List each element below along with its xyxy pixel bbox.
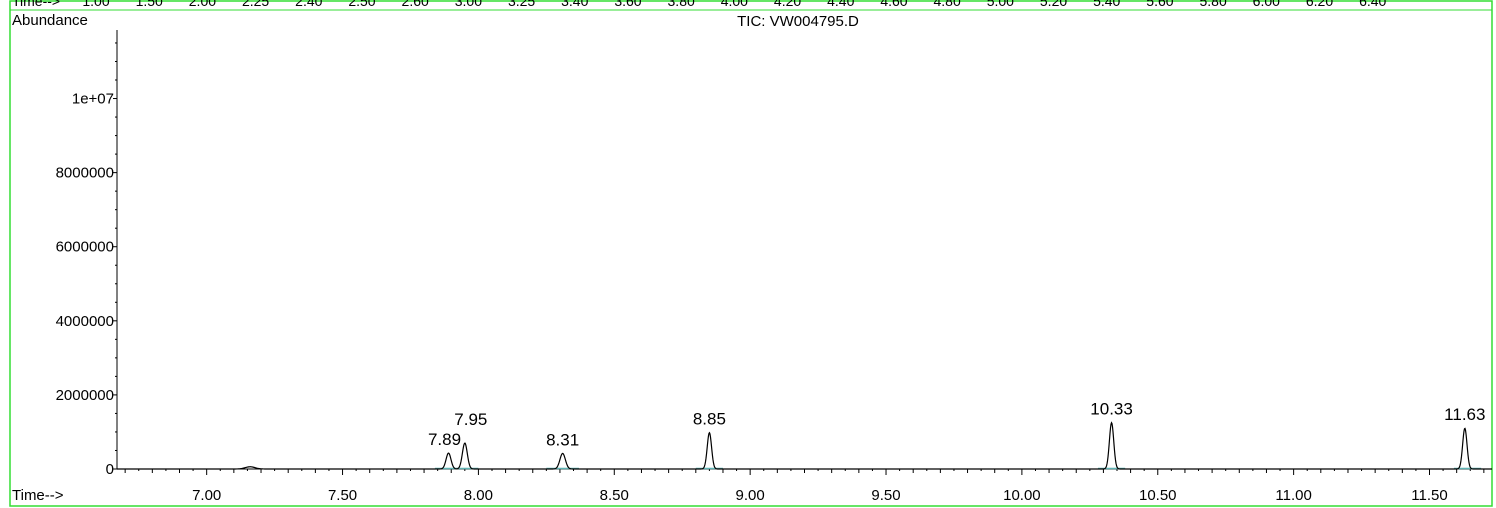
axes	[116, 30, 1492, 470]
top-strip-tick-label: 5.40	[1093, 0, 1120, 9]
peak-label: 7.89	[428, 430, 461, 449]
top-strip-tick-label: 6.20	[1306, 0, 1333, 9]
top-strip-tick-label: 4.00	[721, 0, 748, 9]
y-tick-label: 1e+07	[72, 91, 114, 108]
top-strip-tick-label: 2.60	[402, 0, 429, 9]
top-strip-tick-label: 1.00	[82, 0, 109, 9]
top-strip-tick-label: 2.00	[189, 0, 216, 9]
peak-label: 10.33	[1090, 400, 1133, 419]
trace-group	[117, 421, 1492, 470]
peak-label: 7.95	[454, 410, 487, 429]
y-tick-label: 0	[106, 461, 114, 478]
x-axis-label: Time-->	[12, 487, 64, 504]
x-tick-label: 8.50	[600, 487, 629, 504]
top-strip-label: Time-->	[12, 0, 60, 9]
x-tick-label: 10.00	[1003, 487, 1041, 504]
top-strip-tick-label: 5.80	[1199, 0, 1226, 9]
top-strip-tick-label: 2.50	[348, 0, 375, 9]
x-tick-label: 8.00	[464, 487, 493, 504]
top-strip-tick-label: 5.00	[987, 0, 1014, 9]
x-tick-label: 11.50	[1411, 487, 1447, 504]
x-tick-label: 7.50	[328, 487, 357, 504]
plot-frame	[9, 0, 1493, 507]
top-strip-tick-label: 3.40	[561, 0, 588, 9]
x-tick-label: 10.50	[1139, 487, 1177, 504]
top-strip-tick-label: 2.25	[242, 0, 269, 9]
y-tick-label: 8000000	[56, 165, 114, 182]
peak-label: 11.63	[1444, 405, 1485, 424]
x-axis-ticks: 7.00 7.50 8.00 8.50 9.00 9.50 10.00 10.50 11.00 1…	[124, 469, 1485, 504]
chart-title: TIC: VW004795.D	[737, 13, 859, 30]
top-strip-tick-label: 6.40	[1359, 0, 1386, 9]
top-strip-tick-label: 3.00	[455, 0, 482, 9]
peak-labels: 7.897.95 8.31 8.85 10.33 11.63	[428, 400, 1485, 450]
x-tick-label: 11.00	[1275, 487, 1311, 504]
top-strip-tick-label: 3.80	[668, 0, 695, 9]
x-tick-label: 9.50	[871, 487, 900, 504]
y-axis-ticks: 0 2000000 4000000 6000000 8000000 1e+07	[56, 42, 117, 478]
x-tick-label: 9.00	[736, 487, 765, 504]
y-axis-label: Abundance	[12, 12, 88, 29]
top-strip-tick-label: 4.60	[880, 0, 907, 9]
top-strip-tick-label: 4.80	[934, 0, 961, 9]
top-strip-tick-label: 3.60	[614, 0, 641, 9]
y-tick-label: 2000000	[56, 387, 114, 404]
top-strip-tick-label: 3.25	[508, 0, 535, 9]
top-strip-tick-label: 2.40	[295, 0, 322, 9]
top-strip-tick-label: 1.50	[136, 0, 163, 9]
top-strip-tick-label: 5.60	[1146, 0, 1173, 9]
top-strip-tick-label: 5.20	[1040, 0, 1067, 9]
tic-trace	[117, 421, 1492, 470]
top-strip-tick-label: 6.00	[1253, 0, 1280, 9]
peak-label: 8.85	[693, 410, 726, 429]
top-strip-tick-label: 4.20	[774, 0, 801, 9]
top-strip: Time--> 1.00 1.50 2.00 2.25 2.40 2.50 2.60 3.00 3…	[12, 0, 1387, 9]
x-tick-label: 7.00	[192, 487, 221, 504]
peak-label: 8.31	[546, 430, 579, 449]
top-strip-tick-label: 4.40	[827, 0, 854, 9]
y-tick-label: 6000000	[56, 239, 114, 256]
y-tick-label: 4000000	[56, 313, 114, 330]
